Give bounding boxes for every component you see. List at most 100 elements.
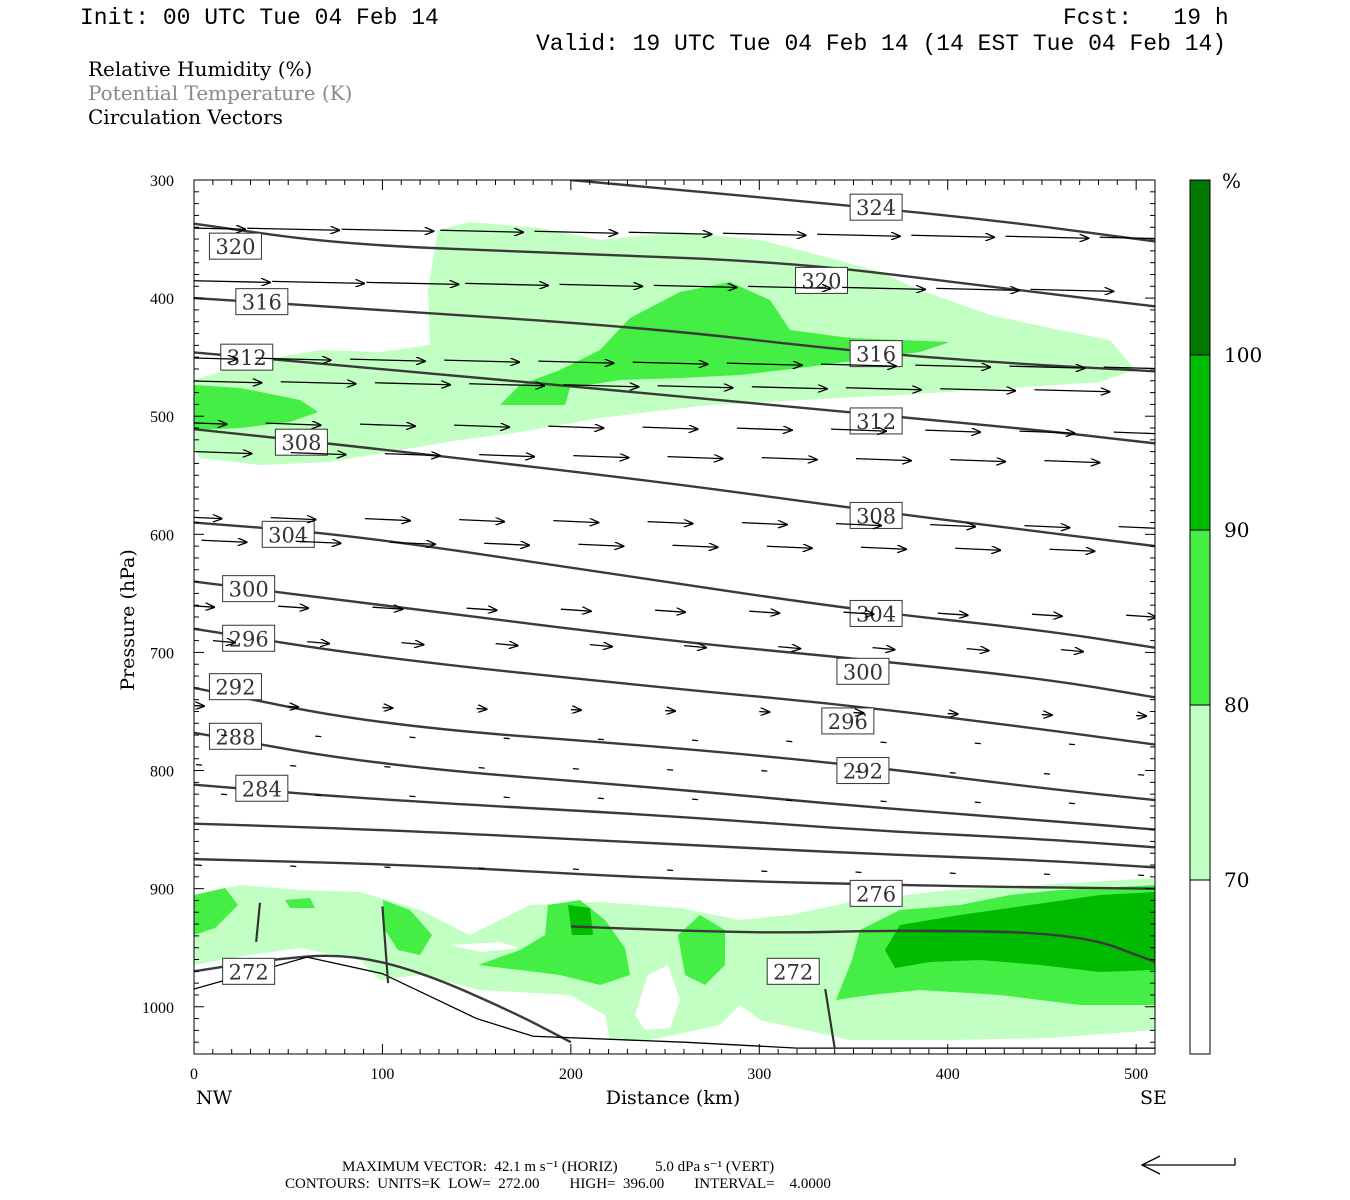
circulation-vector — [692, 798, 699, 801]
circulation-vector — [786, 799, 793, 802]
circulation-vector — [503, 737, 510, 740]
rh-shading — [194, 222, 1155, 1040]
circulation-vector — [295, 541, 341, 543]
x-tick-label: 0 — [190, 1066, 198, 1083]
x-tick-label: 200 — [559, 1066, 583, 1083]
circulation-vector — [1060, 650, 1083, 652]
colorbar-segment-80 — [1189, 529, 1211, 706]
y-tick-label: 400 — [150, 291, 174, 308]
circulation-vector — [940, 389, 1015, 391]
theta-label-288: 288 — [208, 722, 262, 750]
theta-label-312: 312 — [220, 343, 274, 371]
circulation-vector — [578, 544, 623, 546]
theta-label-text: 300 — [229, 578, 269, 602]
circulation-vector — [278, 606, 308, 608]
theta-contour-316 — [194, 296, 1155, 373]
circulation-vector — [974, 801, 981, 804]
circulation-vector — [589, 645, 612, 647]
circulation-vector — [749, 611, 779, 613]
circulation-vector — [872, 648, 895, 650]
circulation-vector — [201, 540, 247, 542]
y-tick-label: 1000 — [142, 1000, 174, 1017]
circulation-vector — [366, 282, 458, 284]
circulation-vector — [290, 865, 297, 868]
circulation-vector — [1024, 526, 1069, 528]
theta-label-text: 300 — [843, 660, 883, 684]
circulation-vector — [1099, 236, 1155, 240]
circulation-vector — [315, 735, 322, 738]
circulation-vector — [466, 608, 497, 610]
circulation-vector — [949, 771, 956, 774]
circulation-vector — [478, 766, 485, 769]
circulation-vector — [364, 519, 410, 521]
circulation-vector — [389, 542, 435, 544]
theta-contours — [194, 180, 1155, 1049]
circulation-vector — [349, 359, 425, 361]
rh-80-lower-patch-1 — [194, 888, 238, 935]
circulation-vector — [966, 649, 989, 651]
theta-label-text: 320 — [215, 235, 255, 259]
circulation-vector — [1034, 390, 1109, 392]
y-axis-label: Pressure (hPa) — [117, 549, 139, 691]
circulation-vector — [820, 364, 896, 366]
colorbar-unit: % — [1222, 169, 1241, 193]
circulation-vector — [843, 612, 874, 614]
rh-80-lower-patch-2 — [383, 900, 432, 955]
circulation-vector — [444, 360, 519, 362]
circulation-vector — [401, 643, 423, 645]
theta-label-296: 296 — [222, 624, 276, 652]
circulation-vector — [736, 428, 792, 430]
theta-contour-280 — [194, 822, 1155, 869]
circulation-vector — [655, 610, 685, 612]
circulation-vector — [384, 765, 391, 768]
circulation-vector — [778, 647, 800, 649]
colorbar-segment-100 — [1189, 179, 1211, 356]
circulation-vector — [459, 520, 504, 522]
theta-label-text: 316 — [242, 291, 282, 315]
y-tick-label: 900 — [150, 882, 174, 899]
x-tick-label: 500 — [1124, 1066, 1148, 1083]
theta-contour-276 — [570, 925, 1155, 963]
legend-circulation-vectors: Circulation Vectors — [88, 105, 283, 129]
circulation-vector — [1138, 874, 1145, 877]
theta-label-320: 320 — [794, 266, 848, 294]
circulation-vector — [194, 605, 214, 607]
circulation-vector — [359, 424, 415, 426]
circulation-vector — [372, 607, 402, 609]
theta-label-text: 304 — [856, 602, 896, 626]
theta-label-text: 304 — [268, 523, 308, 547]
circulation-vector — [270, 518, 316, 520]
circulation-vector — [572, 767, 579, 770]
colorbar-label-100: 100 — [1224, 343, 1262, 367]
circulation-vector — [553, 521, 598, 523]
theta-label-316: 316 — [235, 288, 289, 316]
legend-potential-temperature: Potential Temperature (K) — [88, 81, 353, 105]
theta-contour-surface — [194, 956, 1155, 1049]
circulation-vector — [1044, 461, 1099, 463]
circulation-vector — [911, 235, 994, 237]
colorbar-segment-90 — [1189, 354, 1211, 531]
colorbar-segment-70 — [1189, 704, 1211, 881]
circulation-vector — [194, 227, 245, 229]
theta-label-308: 308 — [274, 428, 328, 456]
theta-label-276: 276 — [849, 879, 903, 907]
x-tick-labels: 0 100 200 300 400 500 — [190, 1066, 1148, 1083]
circulation-vector — [409, 736, 416, 739]
theta-contour-296 — [194, 627, 1155, 746]
circulation-vector — [247, 228, 339, 230]
circulation-vector — [194, 280, 270, 282]
circulation-vector — [1103, 366, 1155, 370]
circulation-vector — [409, 795, 416, 798]
theta-label-text: 276 — [856, 882, 896, 906]
theta-contour-vertical — [381, 906, 390, 984]
circulation-vector — [653, 285, 737, 287]
rh-80-left-patch — [194, 385, 318, 430]
circulation-vector — [559, 284, 642, 286]
rh-80-upper-patch — [500, 282, 950, 405]
theta-label-296: 296 — [821, 707, 875, 735]
y-tick-labels: 300 400 500 600 700 800 900 1000 — [142, 173, 174, 1017]
circulation-vector — [642, 427, 698, 429]
circulation-vector — [667, 457, 723, 459]
circulation-vector — [195, 763, 203, 766]
